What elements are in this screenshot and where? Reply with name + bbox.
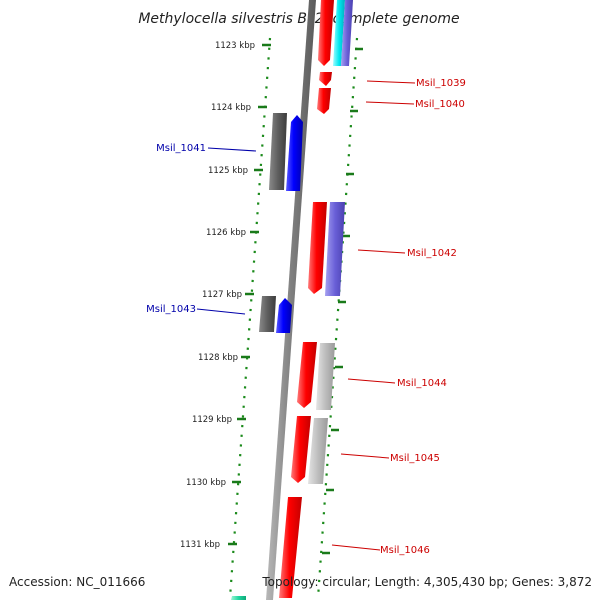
label-msil-1045[interactable]: Msil_1045	[390, 453, 440, 464]
gene-msil-1041-cog	[269, 113, 287, 190]
label-msil-1042[interactable]: Msil_1042	[407, 248, 457, 259]
gene-msil-1038[interactable]	[318, 0, 334, 66]
gene-msil-1045-cog	[308, 418, 328, 484]
gene-msil-1042[interactable]	[308, 202, 327, 294]
leader-msil-1039	[366, 80, 416, 84]
label-leader-lines	[196, 80, 416, 551]
label-msil-1041[interactable]: Msil_1041	[156, 143, 206, 154]
map-title: Methylocella silvestris BL2, complete ge…	[138, 11, 459, 27]
accession-text: Accession: NC_011666	[9, 575, 145, 589]
gene-msil-1040[interactable]	[317, 88, 331, 114]
gene-msil-1043-cog	[259, 296, 276, 332]
gene-labels: Msil_1039 Msil_1040 Msil_1041 Msil_1042 …	[146, 78, 466, 556]
leader-msil-1041	[207, 147, 257, 152]
kbp-tick-marks	[228, 43, 363, 555]
gene-msil-1044-cog	[316, 343, 335, 410]
label-msil-1046[interactable]: Msil_1046	[380, 545, 430, 556]
tick-label-1125: 1125 kbp	[208, 166, 248, 176]
kbp-tick-labels: 1123 kbp 1124 kbp 1125 kbp 1126 kbp 1127…	[180, 41, 255, 550]
tick-label-1126: 1126 kbp	[206, 228, 246, 238]
genome-summary-text: Topology: circular; Length: 4,305,430 bp…	[261, 575, 592, 589]
label-msil-1044[interactable]: Msil_1044	[397, 378, 447, 389]
tick-label-1129: 1129 kbp	[192, 415, 232, 425]
leader-msil-1044	[347, 378, 396, 384]
leader-msil-1040	[365, 101, 415, 105]
gene-msil-1041[interactable]	[286, 115, 303, 191]
tick-label-1131: 1131 kbp	[180, 540, 220, 550]
gene-msil-1046[interactable]	[279, 497, 302, 598]
label-msil-1040[interactable]: Msil_1040	[415, 99, 465, 110]
label-msil-1039[interactable]: Msil_1039	[416, 78, 466, 89]
gene-msil-1045[interactable]	[291, 416, 311, 483]
gene-msil-1044[interactable]	[297, 342, 317, 408]
outer-dotted-ring	[316, 37, 359, 599]
tick-label-1124: 1124 kbp	[211, 103, 251, 113]
tick-label-1123: 1123 kbp	[215, 41, 255, 51]
gene-bottom-partial	[231, 596, 246, 600]
tick-label-1127: 1127 kbp	[202, 290, 242, 300]
leader-msil-1046	[331, 544, 381, 551]
leader-msil-1045	[340, 453, 390, 459]
leader-msil-1043	[196, 308, 246, 315]
tick-label-1130: 1130 kbp	[186, 478, 226, 488]
label-msil-1043[interactable]: Msil_1043	[146, 304, 196, 315]
cog-bar-1038b	[341, 0, 353, 66]
genome-backbone	[266, 0, 316, 600]
gene-msil-1043[interactable]	[276, 298, 292, 333]
gene-features	[231, 0, 353, 600]
tick-label-1128: 1128 kbp	[198, 353, 238, 363]
gene-msil-1039[interactable]	[319, 72, 332, 86]
gene-msil-1042-cog	[325, 202, 345, 296]
leader-msil-1042	[357, 249, 406, 254]
